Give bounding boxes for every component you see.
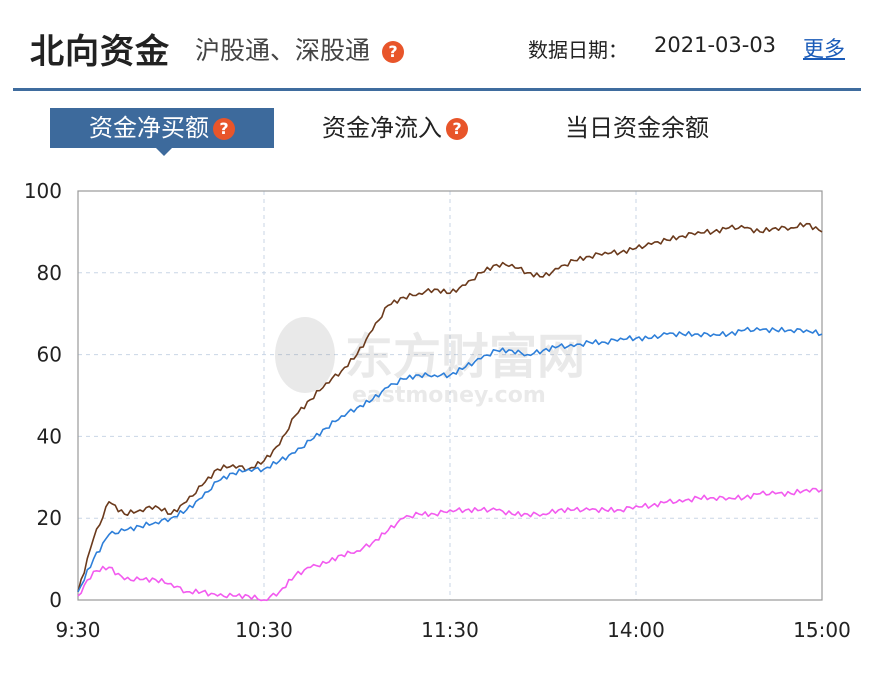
tab-net-buy[interactable]: 资金净买额? [50,108,274,156]
help-icon[interactable]: ? [213,118,235,140]
y-tick-label: 80 [37,261,62,285]
header: 北向资金 沪股通、深股通 ? 数据日期： 2021-03-03 更多 [0,0,884,92]
date-label: 数据日期： [528,38,628,62]
help-icon[interactable]: ? [381,41,404,63]
watermark-en: eastmoney.com [352,383,546,408]
watermark: 东方财富网 eastmoney.com [275,317,585,408]
y-tick-label: 20 [37,506,62,530]
y-tick-label: 0 [49,588,62,612]
x-tick-label: 11:30 [421,618,479,642]
x-tick-label: 10:30 [235,618,293,642]
y-tick-label: 60 [37,343,62,367]
tab-balance[interactable]: 当日资金余额 [565,108,709,148]
more-link[interactable]: 更多 [803,37,845,61]
subtitle-text: 沪股通、深股通 [195,36,371,65]
x-tick-label: 9:30 [56,618,101,642]
tab-net-inflow[interactable]: 资金净流入? [322,108,468,148]
page-title: 北向资金 [30,32,170,72]
x-tick-label: 15:00 [793,618,851,642]
series-line-2 [77,487,823,602]
chart-axes [77,190,823,601]
tab-balance-label: 当日资金余额 [565,114,709,142]
y-tick-label: 100 [24,179,62,203]
chart-series [77,222,823,602]
page-subtitle: 沪股通、深股通 ? [195,31,404,67]
tab-net-buy-label: 资金净买额 [89,114,209,142]
x-axis-labels: 9:30 10:30 11:30 14:00 15:00 [56,618,851,642]
y-axis-labels: 0 20 40 60 80 100 [24,179,62,612]
y-tick-label: 40 [37,424,62,448]
chart-grid [78,191,822,600]
watermark-cn: 东方财富网 [345,329,585,385]
x-tick-label: 14:00 [607,618,665,642]
tab-net-inflow-label: 资金净流入 [322,114,442,142]
date-value: 2021-03-03 [654,33,777,57]
plot-frame [77,190,823,601]
help-icon[interactable]: ? [446,118,468,140]
series-line-0 [77,222,823,592]
watermark-logo-icon [275,317,335,393]
series-line-1 [77,326,823,593]
header-divider [13,88,861,91]
line-chart: 东方财富网 eastmoney.com 9:30 10:30 11:30 14:00 1… [24,179,851,642]
